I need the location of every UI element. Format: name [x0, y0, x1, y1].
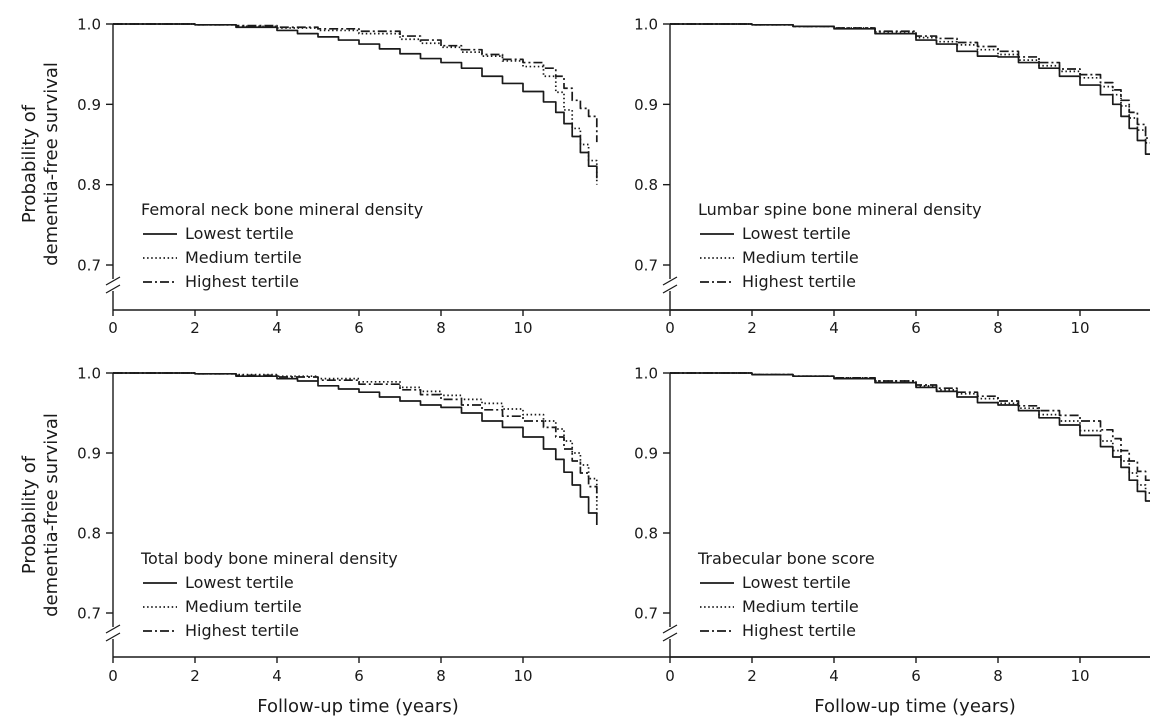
x-tick-label: 4: [829, 667, 839, 685]
x-tick-label: 0: [108, 667, 118, 685]
legend-label: Lowest tertile: [742, 224, 851, 243]
x-tick-label: 6: [911, 667, 921, 685]
y-tick-label: 0.7: [77, 257, 101, 275]
x-tick-label: 8: [436, 667, 446, 685]
legend-label: Highest tertile: [185, 621, 299, 640]
legend-label: Lowest tertile: [185, 573, 294, 592]
series-line-solid: [670, 23, 1150, 155]
x-tick-label: 2: [747, 319, 757, 337]
y-tick-label: 0.8: [77, 176, 101, 194]
series-line-solid: [113, 23, 598, 179]
legend-title: Total body bone mineral density: [140, 549, 398, 568]
x-tick-label: 4: [829, 319, 839, 337]
x-tick-label: 0: [108, 319, 118, 337]
x-tick-label: 2: [190, 319, 200, 337]
y-tick-label: 0.7: [634, 257, 658, 275]
series-line-dotted: [670, 372, 1150, 494]
chart-panel-2: 1.0 0.9 0.8 0.7 0 2 4 6 8 10 Lumbar spine bone min…: [634, 16, 1150, 337]
y-tick-label: 0.7: [77, 605, 101, 623]
axis-break-mark: [105, 624, 121, 634]
series-line-dotted: [113, 23, 598, 185]
x-tick-label: 10: [513, 319, 532, 337]
x-tick-label: 8: [993, 667, 1003, 685]
series-line-solid: [113, 372, 598, 525]
chart-panel-3: 1.0 0.9 0.8 0.7 0 2 4 6 8 10 Follow-up time (years…: [19, 365, 1150, 717]
y-tick-label: 1.0: [634, 16, 658, 34]
x-tick-label: 10: [513, 667, 532, 685]
series-line-solid: [670, 372, 1150, 502]
x-tick-label: 6: [911, 319, 921, 337]
x-tick-label: 0: [665, 319, 675, 337]
x-tick-label: 8: [436, 319, 446, 337]
x-tick-label: 2: [747, 667, 757, 685]
y-tick-label: 1.0: [77, 16, 101, 34]
curves: [113, 23, 598, 185]
x-axis-title: Follow-up time (years): [257, 696, 458, 717]
legend-title: Trabecular bone score: [697, 549, 875, 568]
series-line-dashdot: [670, 372, 1150, 482]
legend-label: Lowest tertile: [185, 224, 294, 243]
y-tick-label: 0.9: [634, 445, 658, 463]
x-tick-label: 10: [1070, 667, 1089, 685]
legend-label: Medium tertile: [742, 597, 859, 616]
x-tick-label: 4: [272, 319, 282, 337]
x-tick-label: 6: [354, 319, 364, 337]
x-tick-label: 2: [190, 667, 200, 685]
series-line-dashdot: [113, 372, 598, 500]
x-tick-label: 10: [1070, 319, 1089, 337]
axis-break-mark: [662, 284, 678, 294]
x-tick-label: 6: [354, 667, 364, 685]
y-tick-label: 0.9: [77, 96, 101, 114]
axis-break-mark: [662, 276, 678, 286]
y-axis-title: Probability ofdementia-free survival: [19, 62, 62, 266]
legend-label: Highest tertile: [742, 621, 856, 640]
legend-label: Highest tertile: [742, 272, 856, 291]
x-tick-label: 0: [665, 667, 675, 685]
curves: [670, 23, 1150, 155]
series-line-dotted: [670, 23, 1150, 144]
y-tick-label: 0.7: [634, 605, 658, 623]
y-axis-title: Probability ofdementia-free survival: [19, 413, 62, 617]
y-tick-label: 0.9: [77, 445, 101, 463]
curves: [113, 372, 598, 525]
axis-break-mark: [105, 632, 121, 642]
series-line-dotted: [113, 372, 598, 516]
curves: [670, 372, 1150, 502]
series-line-dashdot: [113, 23, 598, 143]
legend-label: Highest tertile: [185, 272, 299, 291]
x-tick-label: 4: [272, 667, 282, 685]
axis-break-mark: [662, 632, 678, 642]
chart-panel-1: 1.0 0.9 0.8 0.7 0 2 4 6 8 10 Probability ofdementi…: [19, 16, 1150, 337]
legend-title: Femoral neck bone mineral density: [141, 200, 423, 219]
x-tick-label: 8: [993, 319, 1003, 337]
legend-label: Lowest tertile: [742, 573, 851, 592]
y-tick-label: 1.0: [634, 365, 658, 383]
chart-panel-4: 1.0 0.9 0.8 0.7 0 2 4 6 8 10 Follow-up time (years…: [634, 365, 1150, 717]
legend-label: Medium tertile: [742, 248, 859, 267]
axis-break-mark: [105, 284, 121, 294]
axis-break-mark: [105, 276, 121, 286]
legend-label: Medium tertile: [185, 248, 302, 267]
x-axis-title: Follow-up time (years): [814, 696, 1015, 717]
legend-label: Medium tertile: [185, 597, 302, 616]
y-tick-label: 0.9: [634, 96, 658, 114]
axis-break-mark: [662, 624, 678, 634]
series-line-dashdot: [670, 23, 1150, 139]
legend-title: Lumbar spine bone mineral density: [698, 200, 982, 219]
y-tick-label: 0.8: [634, 525, 658, 543]
y-tick-label: 0.8: [77, 525, 101, 543]
y-tick-label: 0.8: [634, 176, 658, 194]
y-tick-label: 1.0: [77, 365, 101, 383]
